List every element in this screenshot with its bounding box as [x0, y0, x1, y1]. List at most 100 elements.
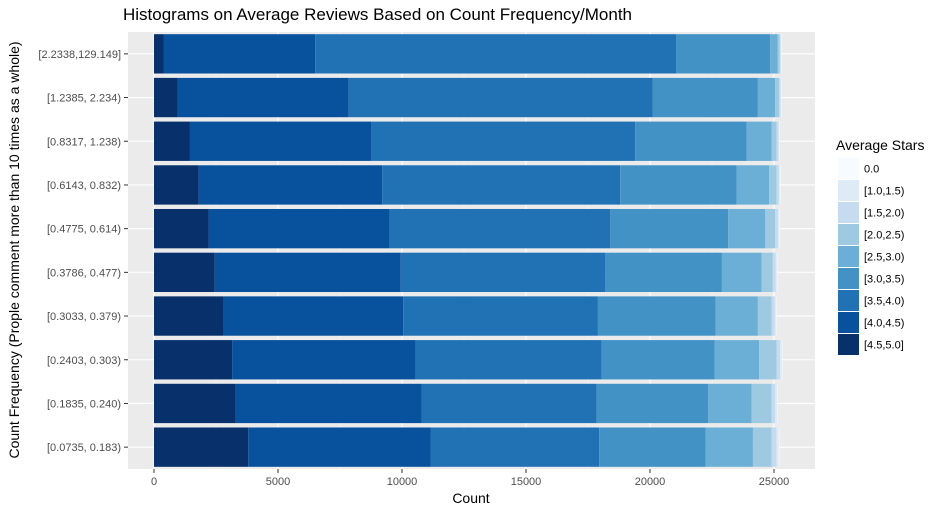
legend-swatch — [838, 158, 859, 179]
bar-segment — [154, 165, 199, 205]
bar-segment — [751, 383, 772, 424]
bar-segment — [770, 34, 778, 74]
bar-segment — [746, 121, 772, 161]
bar-segment — [154, 208, 209, 249]
legend-label: 0.0 — [864, 164, 879, 176]
bar-segment — [779, 34, 781, 74]
chart-title: Histograms on Average Reviews Based on C… — [123, 5, 632, 24]
y-tick-label: [0.4775, 0.614) — [47, 224, 121, 236]
bar-segment — [400, 252, 606, 293]
bar-segment — [154, 383, 236, 424]
y-tick-label: [2.2338,129.149] — [38, 49, 121, 61]
bar-segment — [776, 121, 779, 161]
x-tick-label: 0 — [151, 476, 157, 488]
bar-segment — [177, 77, 349, 118]
legend-swatch — [838, 224, 859, 245]
bar-segment — [771, 427, 777, 467]
bar-segment — [728, 208, 766, 249]
bar-stacks — [154, 34, 783, 467]
bar-segment — [761, 252, 773, 293]
bar-segment — [777, 208, 780, 249]
bar-segment — [597, 296, 716, 336]
bar-segment — [223, 296, 404, 336]
bar-segment — [765, 208, 776, 249]
bar-segment — [403, 296, 598, 336]
x-tick-label: 20000 — [635, 476, 666, 488]
legend-swatch — [838, 290, 859, 311]
bar-segment — [635, 121, 747, 161]
bar-segment — [775, 252, 777, 293]
legend-label: [1.5,2.0) — [864, 208, 904, 220]
legend-swatch — [838, 202, 859, 223]
legend-swatch — [838, 268, 859, 289]
bar-segment — [430, 427, 600, 467]
bar-segment — [382, 165, 621, 205]
bar-segment — [775, 208, 778, 249]
bar-segment — [315, 34, 677, 74]
bar-segment — [736, 165, 770, 205]
bar-segment — [771, 296, 775, 336]
bar-segment — [778, 77, 781, 118]
bar-segment — [620, 165, 737, 205]
bar-segment — [248, 427, 431, 467]
bar-segment — [154, 34, 164, 74]
bar-segment — [757, 296, 772, 336]
y-tick-label: [0.0735, 0.183) — [47, 442, 121, 454]
bar-segment — [652, 77, 758, 118]
bar-segment — [610, 208, 729, 249]
x-axis-title: Count — [452, 490, 489, 506]
bar-segment — [777, 34, 780, 74]
bar-segment — [154, 296, 224, 336]
bar-segment — [774, 296, 777, 336]
legend-label: [1.0,1.5) — [864, 186, 904, 198]
x-tick-label: 15000 — [511, 476, 542, 488]
legend-label: [4.0,4.5) — [864, 318, 904, 330]
legend-label: [3.0,3.5) — [864, 274, 904, 286]
bar-segment — [721, 252, 762, 293]
legend-swatch — [838, 312, 859, 333]
bar-segment — [208, 208, 390, 249]
bar-segment — [778, 165, 780, 205]
bar-segment — [601, 340, 715, 380]
y-tick-label: [0.6143, 0.832) — [47, 180, 121, 192]
bar-segment — [415, 340, 602, 380]
legend-label: [2.0,2.5) — [864, 230, 904, 242]
y-tick-label: [0.3786, 0.477) — [47, 267, 121, 279]
bar-segment — [759, 340, 777, 380]
bar-segment — [714, 340, 760, 380]
x-axis-ticks: 0 5000 10000 15000 20000 25000 — [151, 469, 789, 488]
bar-segment — [232, 340, 416, 380]
bar-segment — [776, 340, 781, 380]
bar-segment — [189, 121, 371, 161]
bar-segment — [769, 165, 777, 205]
x-tick-label: 10000 — [387, 476, 418, 488]
bar-segment — [154, 427, 249, 467]
legend-swatch — [838, 246, 859, 267]
bar-segment — [389, 208, 611, 249]
bar-segment — [708, 383, 752, 424]
bar-segment — [715, 296, 758, 336]
x-tick-label: 5000 — [266, 476, 290, 488]
y-tick-label: [0.3033, 0.379) — [47, 311, 121, 323]
bar-segment — [771, 121, 777, 161]
y-tick-label: [1.2385, 2.234) — [47, 93, 121, 105]
bar-segment — [752, 427, 772, 467]
bar-segment — [348, 77, 653, 118]
bar-segment — [676, 34, 771, 74]
y-tick-label: [0.2403, 0.303) — [47, 355, 121, 367]
legend: Average Stars 0.0 [1.0,1.5) [1.5,2.0) [2.0,… — [836, 137, 924, 355]
y-axis-ticks: [0.0735, 0.183) [0.1835, 0.240) [0.2403, 0… — [38, 49, 128, 454]
bar-segment — [776, 165, 779, 205]
bar-segment — [775, 383, 778, 424]
bar-segment — [421, 383, 597, 424]
bar-segment — [705, 427, 753, 467]
bar-segment — [780, 77, 782, 118]
legend-label: [2.5,3.0) — [864, 252, 904, 264]
bar-segment — [605, 252, 722, 293]
bar-segment — [154, 77, 178, 118]
legend-swatch — [838, 180, 859, 201]
bar-segment — [371, 121, 636, 161]
bar-segment — [154, 340, 233, 380]
bar-segment — [775, 77, 779, 118]
